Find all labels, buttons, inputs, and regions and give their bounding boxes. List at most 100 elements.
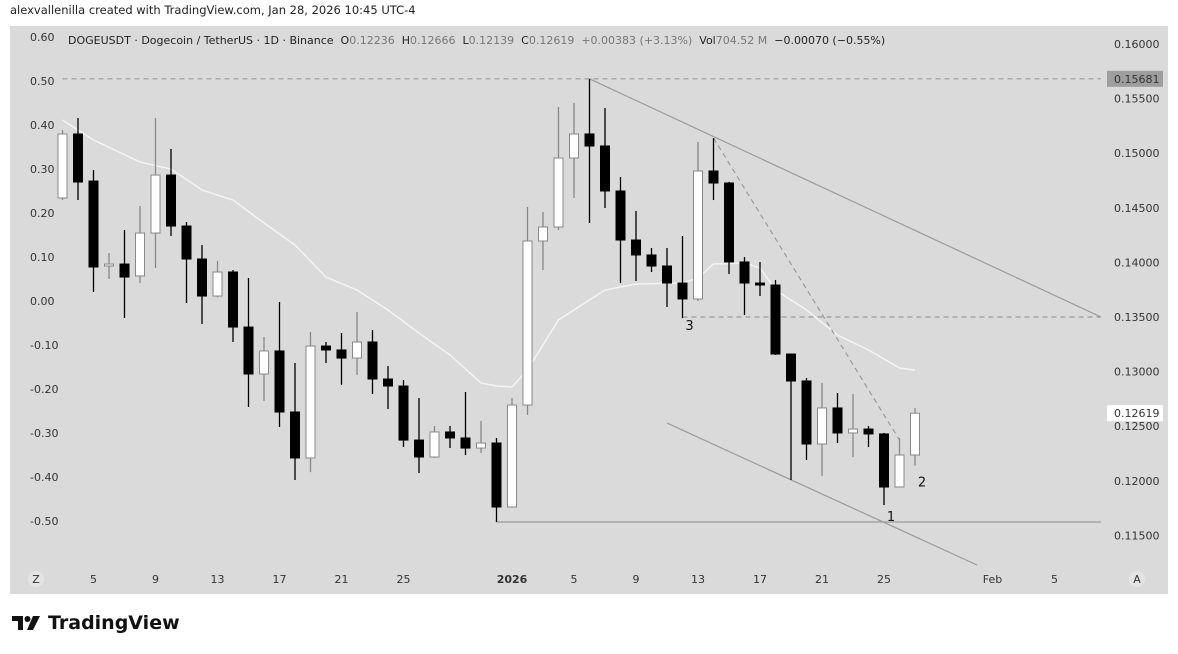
bear-candle [336, 349, 347, 359]
price-tick-label: 0.15500 [1114, 93, 1160, 106]
left-tick-label: -0.40 [30, 471, 58, 484]
price-axis-background [1105, 26, 1168, 568]
bear-candle [739, 261, 750, 284]
bear-candle [584, 133, 595, 147]
bull-candle [352, 341, 362, 359]
bear-candle [119, 263, 130, 278]
left-tick-label: 0.20 [30, 207, 55, 220]
tradingview-logo-icon [12, 616, 40, 630]
bear-candle [88, 180, 99, 268]
change-value: +0.00383 (+3.13%) [581, 34, 693, 47]
price-tick-label: 0.12500 [1114, 420, 1160, 433]
bear-candle [646, 254, 657, 267]
bull-candle [476, 442, 486, 449]
bear-candle [243, 326, 254, 375]
left-tick-label: 0.50 [30, 75, 55, 88]
bear-candle [290, 411, 300, 459]
time-tick-label: 21 [815, 573, 829, 586]
auto-scale-label: A [1133, 573, 1141, 586]
time-tick-label: 17 [273, 573, 287, 586]
bull-candle [817, 407, 827, 445]
volume-value: 704.52 M [715, 34, 768, 47]
tradingview-logo[interactable]: TradingView [12, 612, 180, 634]
open-value: 0.12236 [349, 34, 395, 47]
bear-candle [274, 350, 285, 413]
candlestick-chart[interactable]: 0.60 0.50 0.40 0.30 0.20 0.10 0.00 -0.10 -0.20 -0… [10, 26, 1168, 594]
left-tick-label: -0.20 [30, 383, 58, 396]
bear-candle [677, 282, 688, 300]
price-tick-label: 0.16000 [1114, 38, 1160, 51]
left-tick-label: -0.50 [30, 515, 58, 528]
price-tick-label: 0.14000 [1114, 256, 1160, 269]
trendline-drawing [589, 78, 1102, 318]
drawings[interactable] [62, 78, 1102, 566]
bear-candle [73, 133, 83, 183]
bear-candle [724, 182, 734, 263]
bull-candle [910, 412, 920, 456]
bull-candle [848, 428, 858, 434]
bear-candle [600, 145, 610, 192]
time-axis[interactable]: 5 9 13 17 21 25 2026 5 9 13 17 21 25 Feb 5 Z A [28, 571, 1145, 587]
bear-candle [708, 170, 719, 184]
bear-candle [228, 271, 238, 328]
zoom-button [28, 571, 44, 587]
close-label: C [521, 34, 529, 47]
left-tick-label: 0.10 [30, 251, 55, 264]
bear-candle [770, 284, 781, 355]
bull-candle [135, 232, 145, 277]
time-tick-label: 9 [633, 573, 640, 586]
wave-labels: 3 1 2 [685, 319, 926, 525]
time-tick-label: 13 [211, 573, 225, 586]
price-tag-label: 0.12619 [1114, 407, 1160, 420]
bear-candle [879, 433, 889, 488]
price-axis[interactable]: 0.16000 0.15500 0.15000 0.14500 0.14000 0.135… [1105, 26, 1168, 568]
low-value: 0.12139 [468, 34, 515, 47]
low-label: L [462, 34, 469, 47]
logo-text: TradingView [48, 612, 180, 634]
bull-candle [429, 431, 440, 458]
time-tick-label: 25 [877, 573, 891, 586]
bear-candle [445, 431, 455, 439]
left-tick-label: 0.40 [30, 119, 55, 132]
price-tag-last [1107, 405, 1163, 422]
bull-candle [693, 170, 703, 300]
price-tag-label: 0.15681 [1114, 73, 1160, 86]
bull-candle [538, 226, 548, 242]
price-tag-high [1107, 70, 1163, 87]
time-tick-label: 17 [753, 573, 767, 586]
bear-candle [832, 407, 843, 434]
bull-candle [305, 345, 316, 459]
bear-candle [197, 258, 207, 297]
time-tick-label: 13 [691, 573, 705, 586]
chart-credit: alexvallenilla created with TradingView.… [10, 3, 416, 17]
bear-candle [181, 225, 192, 260]
bull-candle [507, 404, 517, 508]
bull-candle [150, 174, 161, 234]
bull-candle [553, 157, 564, 228]
bear-candle [367, 341, 378, 380]
chart-panel[interactable]: 0.60 0.50 0.40 0.30 0.20 0.10 0.00 -0.10 -0.20 -0… [10, 26, 1168, 594]
price-tick-label: 0.12000 [1114, 475, 1160, 488]
bear-candle [631, 239, 641, 256]
left-tick-label: 0.60 [30, 31, 55, 44]
bear-candle [398, 385, 409, 441]
time-tick-label: 21 [335, 573, 349, 586]
left-tick-label: 0.00 [30, 295, 55, 308]
time-tick-label: 2026 [497, 573, 528, 586]
open-label: O [340, 34, 350, 47]
left-tick-label: -0.10 [30, 339, 58, 352]
zoom-button-label: Z [32, 573, 40, 586]
close-value: 0.12619 [528, 34, 575, 47]
wave-label: 1 [887, 510, 895, 525]
symbol-title[interactable]: DOGEUSDT · Dogecoin / TetherUS · 1D · Bi… [68, 34, 334, 47]
time-tick-label: 9 [152, 573, 159, 586]
time-tick-label: 5 [90, 573, 97, 586]
bear-candle [863, 428, 874, 435]
auto-scale-button [1129, 571, 1145, 587]
bull-candle [894, 454, 905, 488]
price-tick-label: 0.15000 [1114, 147, 1160, 160]
time-tick-label: 5 [1051, 573, 1058, 586]
bull-candle [104, 263, 114, 267]
price-tick-label: 0.11500 [1114, 529, 1160, 542]
left-axis: 0.60 0.50 0.40 0.30 0.20 0.10 0.00 -0.10 -0.20 -0… [30, 31, 58, 528]
